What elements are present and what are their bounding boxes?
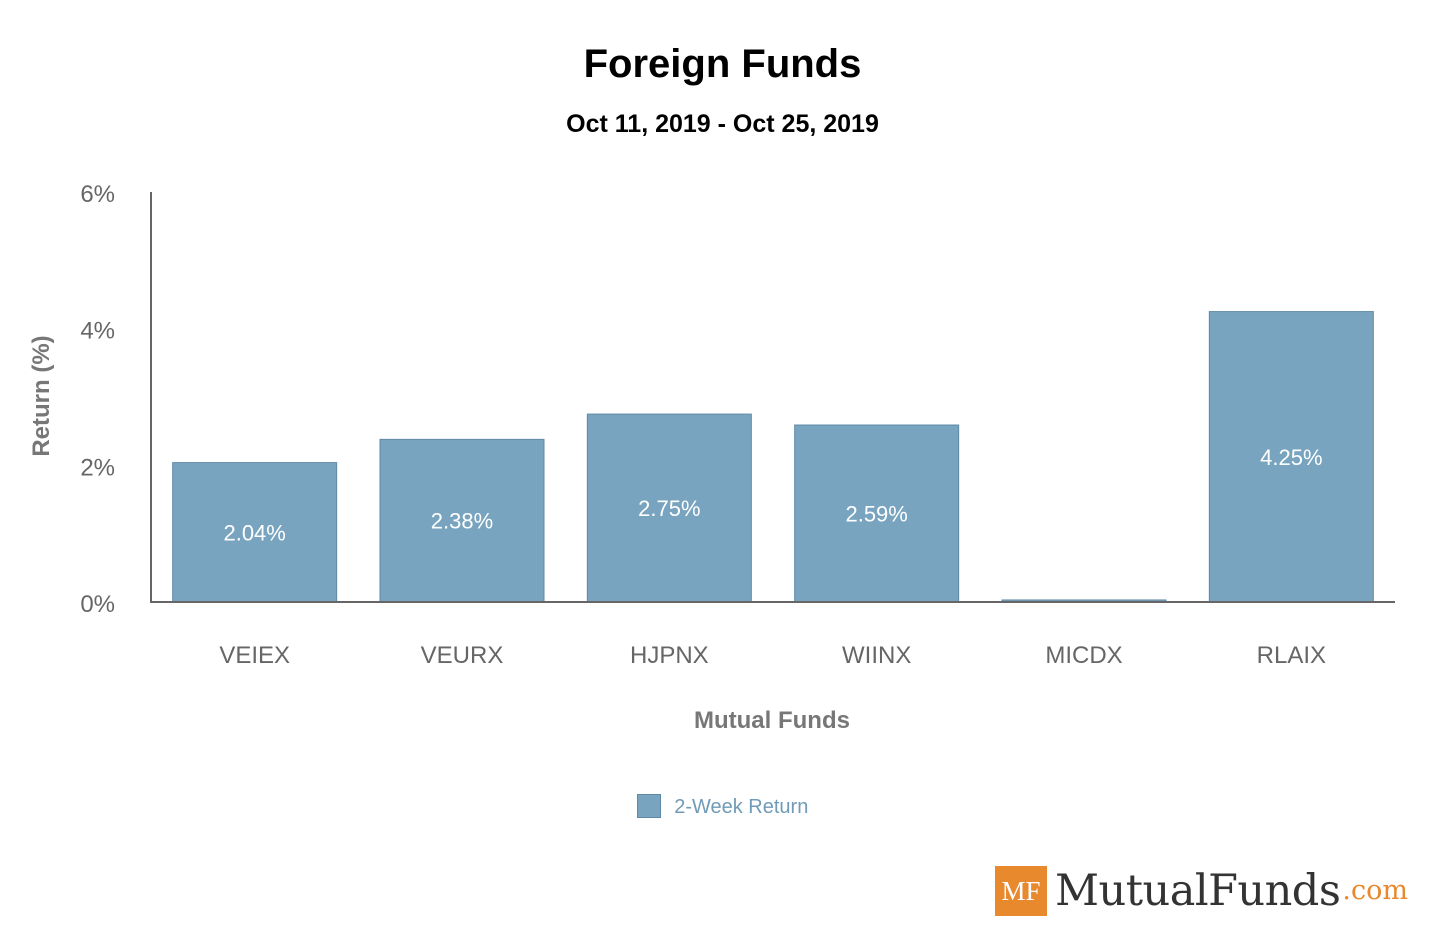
brand-name: MutualFunds	[1055, 866, 1341, 916]
bar-veurx[interactable]	[379, 438, 545, 603]
brand-logo: MF MutualFunds .com	[995, 866, 1408, 916]
chart-title: Foreign Funds	[583, 42, 862, 86]
y-tick-label: 0%	[80, 591, 115, 618]
x-tick-label: VEURX	[421, 642, 504, 669]
y-tick-label: 4%	[80, 318, 115, 345]
legend-label: 2-Week Return	[674, 796, 809, 819]
bar-value-label: 2.04%	[223, 520, 285, 545]
bar-value-label: 4.25%	[1260, 445, 1322, 470]
bars-layer	[172, 311, 1374, 603]
bar-wiinx[interactable]	[794, 424, 960, 603]
bar-value-label: 2.75%	[638, 496, 700, 521]
bar-labels-layer: 2.04% 2.38% 2.75% 2.59% 4.25%	[223, 445, 1322, 546]
x-tick-label: HJPNX	[630, 642, 709, 669]
chart-subtitle: Oct 11, 2019 - Oct 25, 2019	[566, 110, 879, 138]
x-tick-label: MICDX	[1045, 642, 1122, 669]
y-ticks-layer: 0% 2% 4% 6%	[80, 181, 115, 618]
x-tick-label: WIINX	[842, 642, 911, 669]
y-axis-title: Return (%)	[28, 335, 55, 456]
brand-mark: MF	[995, 866, 1047, 916]
legend-swatch	[636, 793, 661, 818]
y-tick-label: 2%	[80, 454, 115, 481]
bar-value-label: 2.59%	[845, 502, 907, 527]
x-tick-label: VEIEX	[219, 642, 290, 669]
x-tick-label: RLAIX	[1257, 642, 1326, 669]
brand-tld: .com	[1342, 875, 1408, 906]
x-ticks-layer: VEIEX VEURX HJPNX WIINX MICDX RLAIX	[219, 642, 1326, 669]
legend[interactable]: 2-Week Return	[0, 793, 1445, 819]
bar-value-label: 2.38%	[431, 509, 493, 534]
bar-rlaix[interactable]	[1208, 311, 1374, 603]
bar-hjpnx[interactable]	[586, 413, 752, 603]
y-tick-label: 6%	[80, 181, 115, 208]
bar-veiex[interactable]	[172, 462, 338, 603]
x-axis-title: Mutual Funds	[694, 707, 850, 734]
